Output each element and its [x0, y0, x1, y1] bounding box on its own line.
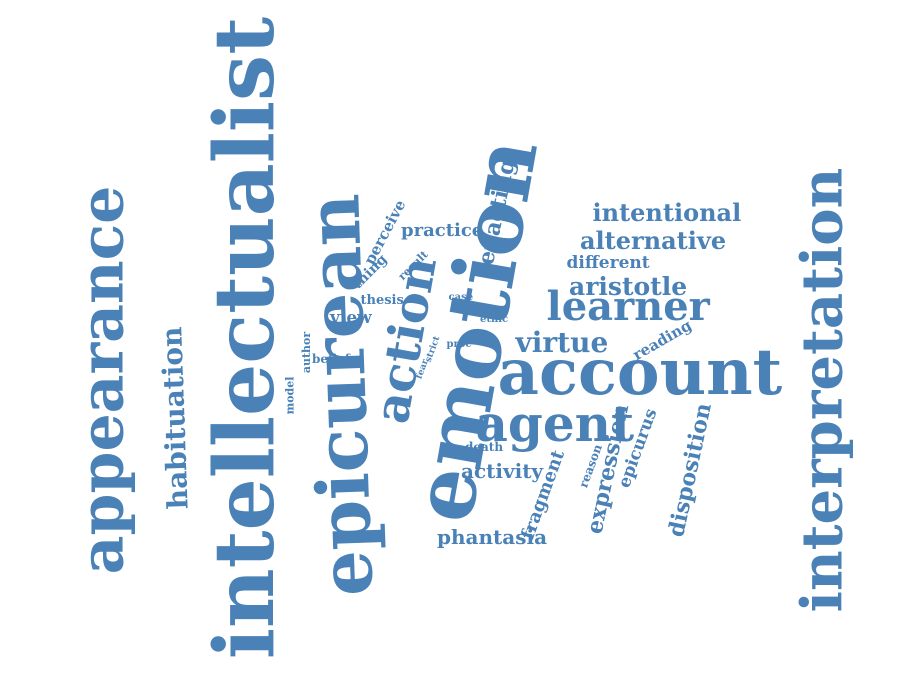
word-activity: activity	[461, 459, 544, 483]
word-habituation: habituation	[154, 326, 195, 510]
word-intentional: intentional	[592, 198, 742, 227]
word-appearance: appearance	[66, 185, 137, 575]
word-agent: agent	[475, 394, 635, 453]
word-view: view	[330, 307, 372, 328]
word-account: account	[497, 335, 783, 410]
word-alternative: alternative	[580, 226, 727, 255]
word-proc: proc	[446, 339, 472, 350]
word-learner: learner	[546, 283, 710, 330]
word-practice: practice	[401, 220, 484, 241]
word-intellectualist: intellectualist	[197, 16, 294, 660]
word-disposition: disposition	[663, 400, 717, 540]
word-interpretation: interpretation	[788, 167, 855, 613]
word-different: different	[566, 252, 650, 273]
word-ethic: ethic	[480, 314, 509, 325]
word-virtue: virtue	[515, 326, 609, 359]
word-case: case	[448, 292, 474, 303]
word-thesis: thesis	[360, 292, 404, 308]
word-phantasia: phantasia	[437, 525, 548, 549]
word-death: death	[465, 440, 504, 454]
word-belief: belief	[312, 352, 350, 366]
word-author: author	[299, 331, 313, 373]
word-aristotle: aristotle	[569, 271, 688, 301]
word-model: model	[283, 376, 297, 414]
